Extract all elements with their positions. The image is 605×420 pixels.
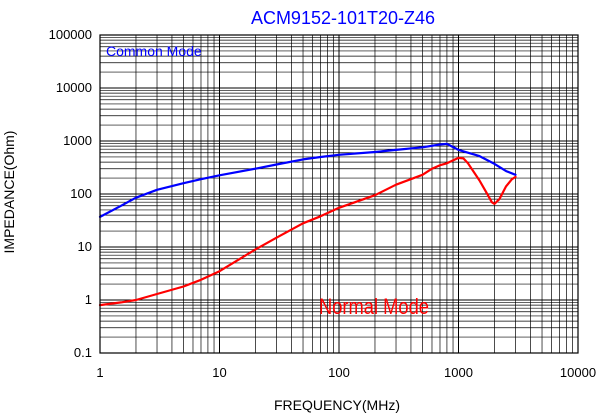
chart-title: ACM9152-101T20-Z46 [251,8,435,28]
common-mode-line [98,142,517,218]
normal-mode-line [98,156,517,307]
y-axis-title: IMPEDANCE(Ohm) [1,131,17,254]
series-layer [98,142,517,307]
y-tick-label: 10000 [56,80,92,95]
common-mode-label: Common Mode [106,43,202,59]
grid [99,35,578,354]
tick-labels: 1 10 100 1000 10000 0.1 1 10 100 1000 10000 100000 [49,27,596,380]
x-tick-label: 10 [212,365,226,380]
y-tick-label: 100 [70,186,92,201]
y-tick-label: 0.1 [74,345,92,360]
y-tick-label: 1000 [63,133,92,148]
x-axis-title: FREQUENCY(MHz) [274,397,400,413]
plot-frame [99,34,579,354]
x-tick-label: 1000 [444,365,473,380]
y-tick-label: 1 [85,292,92,307]
y-tick-label: 100000 [49,27,92,42]
x-tick-label: 10000 [560,365,596,380]
x-tick-label: 100 [328,365,350,380]
normal-mode-label: Normal Mode [319,294,429,319]
x-tick-label: 1 [96,365,103,380]
y-tick-label: 10 [78,239,92,254]
